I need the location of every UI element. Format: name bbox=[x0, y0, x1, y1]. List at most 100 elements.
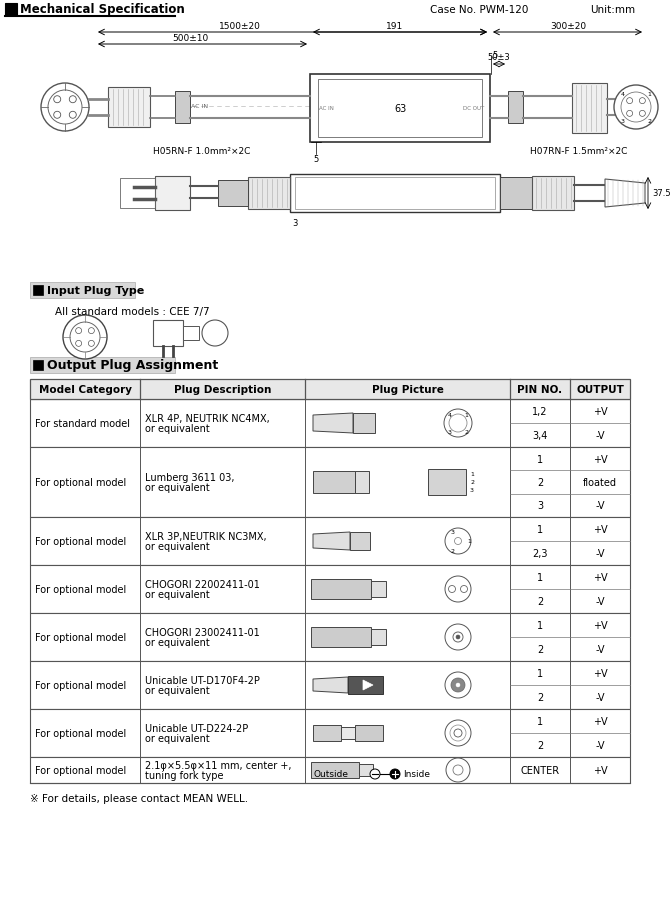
Text: H05RN-F 1.0mm²×2C: H05RN-F 1.0mm²×2C bbox=[153, 147, 251, 156]
Circle shape bbox=[445, 721, 471, 746]
Text: 2: 2 bbox=[450, 548, 454, 554]
Polygon shape bbox=[313, 533, 350, 551]
Text: Lumberg 3611 03,: Lumberg 3611 03, bbox=[145, 472, 234, 482]
Text: 1500±20: 1500±20 bbox=[219, 22, 261, 31]
Text: or equivalent: or equivalent bbox=[145, 733, 210, 743]
Bar bbox=[30, 379, 630, 399]
Bar bbox=[350, 533, 370, 551]
Circle shape bbox=[445, 672, 471, 698]
Bar bbox=[30, 661, 630, 709]
Circle shape bbox=[626, 111, 632, 117]
Circle shape bbox=[88, 329, 94, 334]
Circle shape bbox=[456, 636, 460, 639]
Text: 1: 1 bbox=[464, 413, 468, 417]
Circle shape bbox=[63, 316, 107, 359]
Bar bbox=[295, 178, 495, 209]
Text: 3: 3 bbox=[620, 119, 624, 124]
Text: All standard models : CEE 7/7: All standard models : CEE 7/7 bbox=[55, 307, 210, 317]
Text: 2: 2 bbox=[464, 430, 468, 434]
Text: +V: +V bbox=[593, 620, 607, 630]
Bar bbox=[313, 725, 341, 741]
Text: For optional model: For optional model bbox=[35, 536, 126, 546]
Text: 300±20: 300±20 bbox=[550, 22, 586, 31]
Text: -V: -V bbox=[595, 596, 605, 606]
Text: CHOGORI 22002411-01: CHOGORI 22002411-01 bbox=[145, 580, 260, 590]
Circle shape bbox=[456, 684, 460, 687]
Text: or equivalent: or equivalent bbox=[145, 482, 210, 492]
Text: 2: 2 bbox=[470, 480, 474, 485]
Text: -V: -V bbox=[595, 644, 605, 655]
Text: or equivalent: or equivalent bbox=[145, 685, 210, 695]
Text: or equivalent: or equivalent bbox=[145, 638, 210, 647]
Text: CENTER: CENTER bbox=[521, 765, 559, 775]
Text: For optional model: For optional model bbox=[35, 632, 126, 642]
Bar bbox=[508, 92, 523, 124]
Bar bbox=[532, 177, 574, 210]
Text: For standard model: For standard model bbox=[35, 418, 130, 429]
Text: 2: 2 bbox=[537, 693, 543, 703]
Text: or equivalent: or equivalent bbox=[145, 542, 210, 552]
Text: For optional model: For optional model bbox=[35, 728, 126, 738]
Bar bbox=[290, 175, 500, 213]
Text: H07RN-F 1.5mm²×2C: H07RN-F 1.5mm²×2C bbox=[530, 147, 627, 156]
Text: +V: +V bbox=[593, 668, 607, 678]
Text: 1: 1 bbox=[470, 472, 474, 477]
Text: 2,3: 2,3 bbox=[532, 548, 548, 558]
Bar bbox=[30, 613, 630, 661]
Bar bbox=[30, 283, 135, 299]
Text: -V: -V bbox=[595, 431, 605, 441]
Bar bbox=[33, 360, 43, 370]
Circle shape bbox=[76, 329, 82, 334]
Text: 1: 1 bbox=[537, 716, 543, 726]
Text: 1: 1 bbox=[537, 620, 543, 630]
Circle shape bbox=[445, 576, 471, 602]
Bar bbox=[30, 757, 630, 783]
Circle shape bbox=[88, 341, 94, 347]
Text: For optional model: For optional model bbox=[35, 680, 126, 690]
Text: 191: 191 bbox=[387, 22, 403, 31]
Text: 500±10: 500±10 bbox=[172, 34, 208, 43]
Text: 5: 5 bbox=[492, 51, 497, 61]
Text: -V: -V bbox=[595, 548, 605, 558]
Bar bbox=[371, 629, 386, 646]
Text: 1: 1 bbox=[537, 668, 543, 678]
Text: For optional model: For optional model bbox=[35, 584, 126, 594]
Text: or equivalent: or equivalent bbox=[145, 424, 210, 433]
Bar bbox=[428, 470, 466, 496]
Text: Mechanical Specification: Mechanical Specification bbox=[20, 4, 185, 16]
Bar bbox=[311, 762, 359, 778]
Bar bbox=[248, 178, 290, 209]
Bar bbox=[5, 4, 17, 16]
Text: Inside: Inside bbox=[403, 769, 430, 778]
Circle shape bbox=[76, 341, 82, 347]
Circle shape bbox=[54, 112, 61, 119]
Circle shape bbox=[390, 769, 400, 779]
Circle shape bbox=[444, 410, 472, 438]
Bar bbox=[218, 181, 248, 207]
Text: 1: 1 bbox=[537, 573, 543, 582]
Circle shape bbox=[54, 97, 61, 104]
Text: OUTPUT: OUTPUT bbox=[576, 385, 624, 395]
Bar bbox=[33, 285, 43, 295]
Bar bbox=[353, 414, 375, 433]
Circle shape bbox=[614, 86, 658, 130]
Text: 2.1φ×5.5φ×11 mm, center +,: 2.1φ×5.5φ×11 mm, center +, bbox=[145, 760, 291, 770]
Text: 3: 3 bbox=[450, 529, 454, 535]
Text: 2: 2 bbox=[537, 740, 543, 750]
Text: 4: 4 bbox=[620, 92, 624, 97]
Text: 3,4: 3,4 bbox=[532, 431, 547, 441]
Circle shape bbox=[69, 97, 76, 104]
Text: 1: 1 bbox=[537, 454, 543, 464]
Text: 3: 3 bbox=[292, 219, 297, 228]
Text: Input Plug Type: Input Plug Type bbox=[47, 285, 144, 295]
Text: 3: 3 bbox=[537, 501, 543, 511]
Text: +V: +V bbox=[593, 765, 607, 775]
Text: tuning fork type: tuning fork type bbox=[145, 770, 224, 780]
Circle shape bbox=[202, 321, 228, 347]
Text: 2: 2 bbox=[647, 119, 651, 124]
Bar bbox=[500, 178, 532, 209]
Text: CHOGORI 23002411-01: CHOGORI 23002411-01 bbox=[145, 628, 260, 638]
Bar bbox=[108, 88, 150, 128]
Text: 37.5: 37.5 bbox=[652, 190, 670, 199]
Text: PIN NO.: PIN NO. bbox=[517, 385, 563, 395]
